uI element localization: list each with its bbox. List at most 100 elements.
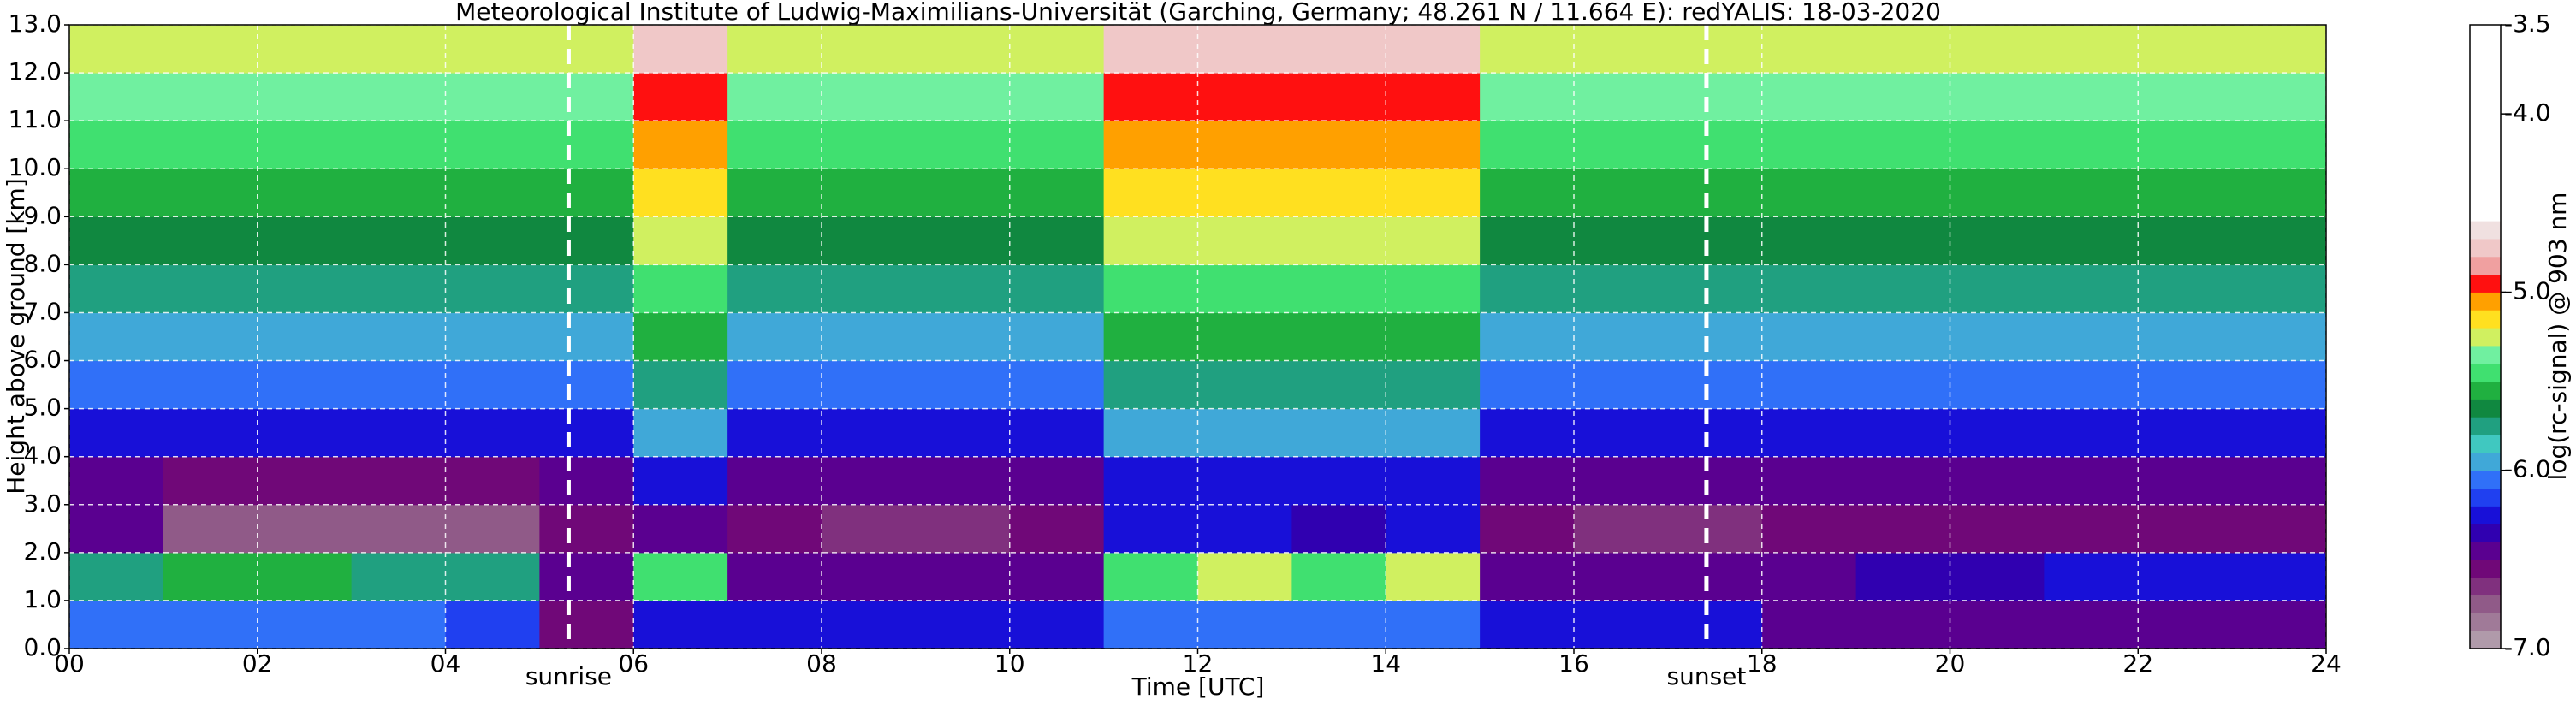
heatmap-cell [727, 25, 822, 74]
colorbar-segment [2470, 203, 2501, 222]
heatmap-cell [1009, 25, 1105, 74]
heatmap-cell [1761, 121, 1857, 169]
heatmap-cell [69, 73, 164, 121]
heatmap-cell [1950, 360, 2045, 410]
colorbar-tick-label: -7.0 [2504, 633, 2551, 661]
heatmap-cell [2138, 264, 2233, 313]
heatmap-cell [351, 121, 446, 169]
heatmap-cell [1855, 73, 1950, 121]
heatmap-cell [1480, 312, 1575, 362]
heatmap-cell [1386, 312, 1481, 362]
y-tick-label: 11.0 [9, 105, 62, 133]
heatmap-cell [1950, 552, 2045, 601]
heatmap-cell [1667, 456, 1763, 506]
heatmap-cell [915, 169, 1011, 217]
heatmap-cell [2044, 408, 2139, 458]
heatmap-cell [727, 73, 822, 121]
heatmap-cell [445, 264, 540, 313]
heatmap-cell [1009, 360, 1105, 410]
heatmap-cell [1950, 25, 2045, 74]
heatmap-cell [1667, 216, 1763, 265]
heatmap-cell [822, 25, 917, 74]
heatmap-cell [69, 121, 164, 169]
heatmap-cell [351, 456, 446, 506]
x-tick-label: 20 [1935, 649, 1966, 678]
heatmap-cell [1574, 408, 1669, 458]
heatmap-cell [163, 25, 258, 74]
heatmap-cell [2044, 169, 2139, 217]
heatmap-cell [69, 408, 164, 458]
heatmap-cell [1667, 552, 1763, 601]
y-tick-label: 5.0 [23, 394, 62, 422]
heatmap-cell [1950, 169, 2045, 217]
heatmap-cell [2044, 552, 2139, 601]
colorbar-segment [2470, 363, 2501, 382]
plot-frame [68, 24, 2327, 649]
heatmap-cell [1103, 552, 1198, 601]
heatmap-cell [1291, 360, 1386, 410]
heatmap-cell [1103, 169, 1198, 217]
heatmap-cell [1950, 312, 2045, 362]
heatmap-cell [1480, 264, 1575, 313]
heatmap-cell [163, 552, 258, 601]
heatmap-cell [69, 312, 164, 362]
heatmap-cell [1291, 73, 1386, 121]
heatmap-cell [822, 504, 917, 554]
heatmap-cell [822, 73, 917, 121]
heatmap-cell [445, 504, 540, 554]
heatmap-cell [1480, 169, 1575, 217]
colorbar-tick-label: -5.0 [2504, 276, 2551, 305]
heatmap-cell [727, 216, 822, 265]
heatmap-cell [2138, 121, 2233, 169]
heatmap-cell [1386, 25, 1481, 74]
heatmap-cell [1855, 504, 1950, 554]
y-tick-label: 0.0 [23, 633, 62, 661]
heatmap-cell [2138, 504, 2233, 554]
heatmap-cell [633, 25, 728, 74]
heatmap-cell [2044, 360, 2139, 410]
heatmap-cell [445, 25, 540, 74]
heatmap-cell [727, 121, 822, 169]
heatmap-cell [822, 121, 917, 169]
y-tick-label: 12.0 [9, 57, 62, 86]
heatmap-cell [1386, 121, 1481, 169]
y-tick-label: 10.0 [9, 153, 62, 181]
heatmap-cell [1386, 456, 1481, 506]
heatmap-cell [1291, 169, 1386, 217]
colorbar-segment [2470, 96, 2501, 115]
heatmap-cell [2138, 25, 2233, 74]
heatmap-cell [539, 312, 634, 362]
heatmap-cell [1197, 169, 1292, 217]
heatmap-cell [2044, 264, 2139, 313]
heatmap-cell [727, 360, 822, 410]
heatmap-cell [2138, 408, 2233, 458]
heatmap-cell [1480, 504, 1575, 554]
y-tick-label: 9.0 [23, 201, 62, 229]
colorbar-segment [2470, 221, 2501, 240]
heatmap-cell [539, 552, 634, 601]
heatmap-cell [1667, 504, 1763, 554]
heatmap-cell [163, 264, 258, 313]
heatmap-cell [1197, 600, 1292, 649]
heatmap-cell [2044, 216, 2139, 265]
heatmap-cell [351, 600, 446, 649]
heatmap-cell [727, 552, 822, 601]
heatmap-cell [257, 264, 353, 313]
heatmap-cell [1761, 216, 1857, 265]
heatmap-cell [163, 121, 258, 169]
heatmap-cell [163, 504, 258, 554]
heatmap-cell [1386, 216, 1481, 265]
heatmap-cell [1667, 73, 1763, 121]
heatmap-cell [1855, 121, 1950, 169]
heatmap-cell [1667, 408, 1763, 458]
heatmap-cell [1855, 169, 1950, 217]
colorbar-segment [2470, 577, 2501, 596]
heatmap-cell [1950, 73, 2045, 121]
heatmap-cell [1386, 264, 1481, 313]
heatmap-cell [1197, 264, 1292, 313]
heatmap-cell [2232, 264, 2327, 313]
heatmap-cell [257, 408, 353, 458]
x-tick-label: 02 [242, 649, 273, 678]
colorbar-tick-label: -3.5 [2504, 9, 2551, 38]
heatmap-cell [445, 216, 540, 265]
